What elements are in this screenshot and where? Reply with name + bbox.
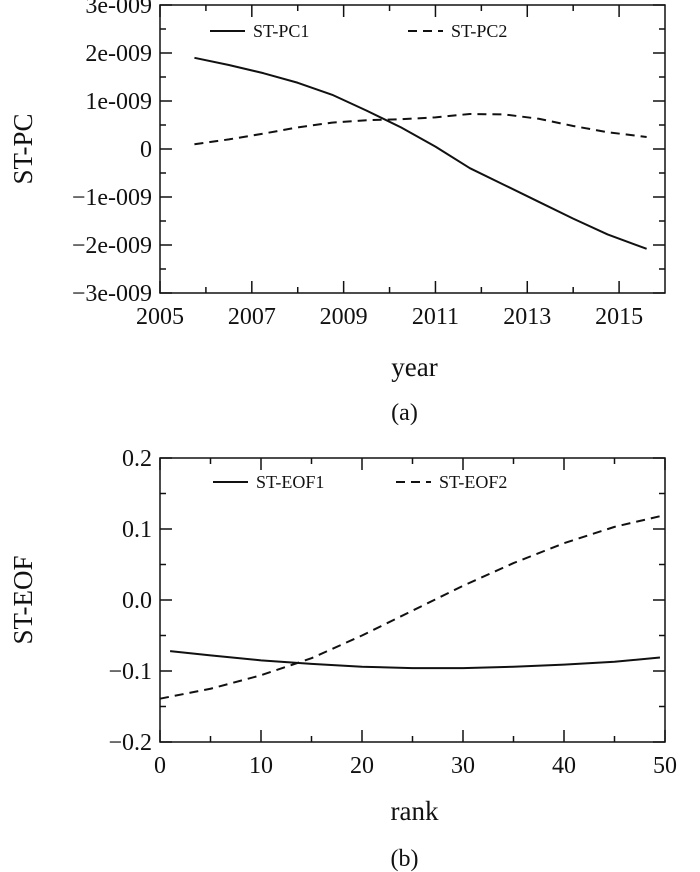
legend-label: ST-PC1 [253, 21, 309, 41]
x-tick-label: 10 [249, 753, 273, 779]
plot-frame [159, 457, 666, 743]
legend-label: ST-EOF2 [439, 472, 507, 492]
y-tick-label: 0.1 [122, 517, 152, 543]
series-line-st-eof1 [169, 650, 661, 670]
y-tick-label: −2e-009 [72, 233, 152, 259]
x-tick-label: 2009 [320, 304, 368, 330]
y-tick-label: −3e-009 [72, 281, 152, 307]
panel-b: 0 10 20 30 40 50 −0.2 −0.1 0.0 0.1 0.2 rank ST-EOF (b… [8, 446, 677, 872]
legend-label: ST-PC2 [451, 21, 507, 41]
y-tick-label: 0.2 [122, 446, 152, 472]
x-tick-label: 2005 [136, 304, 184, 330]
y-tick-label: 3e-009 [85, 0, 152, 19]
x-axis-label: year [391, 352, 437, 382]
series-line-st-pc1 [194, 56, 647, 250]
series-line-st-eof2 [159, 515, 661, 700]
y-tick-label: −0.2 [108, 730, 152, 756]
x-tick-label: 0 [154, 753, 166, 779]
y-tick-label: 0 [140, 137, 152, 163]
x-tick-label: 20 [350, 753, 374, 779]
y-tick-label: 2e-009 [85, 41, 152, 67]
x-tick-label: 2015 [595, 304, 643, 330]
y-tick-label: −0.1 [108, 659, 152, 685]
legend-label: ST-EOF1 [256, 472, 324, 492]
y-tick-label: 1e-009 [85, 89, 152, 115]
x-tick-label: 40 [552, 753, 576, 779]
plot-frame [159, 4, 666, 294]
x-tick-label: 2007 [228, 304, 276, 330]
y-tick-label: 0.0 [122, 588, 152, 614]
y-tick-label: −1e-009 [72, 185, 152, 211]
x-tick-label: 2013 [503, 304, 551, 330]
y-axis-label: ST-PC [8, 113, 38, 184]
x-axis-label: rank [391, 796, 439, 826]
series-line-st-pc2 [194, 112, 647, 146]
x-tick-label: 2011 [412, 304, 459, 330]
x-tick-label: 30 [451, 753, 475, 779]
y-axis-label: ST-EOF [8, 555, 38, 644]
panel-caption: (a) [391, 400, 418, 426]
x-tick-label: 50 [653, 753, 677, 779]
panel-caption: (b) [391, 846, 419, 872]
panel-a: 2005 2007 2009 2011 2013 2015 −3e-009 −2e-009 −1… [8, 0, 666, 426]
